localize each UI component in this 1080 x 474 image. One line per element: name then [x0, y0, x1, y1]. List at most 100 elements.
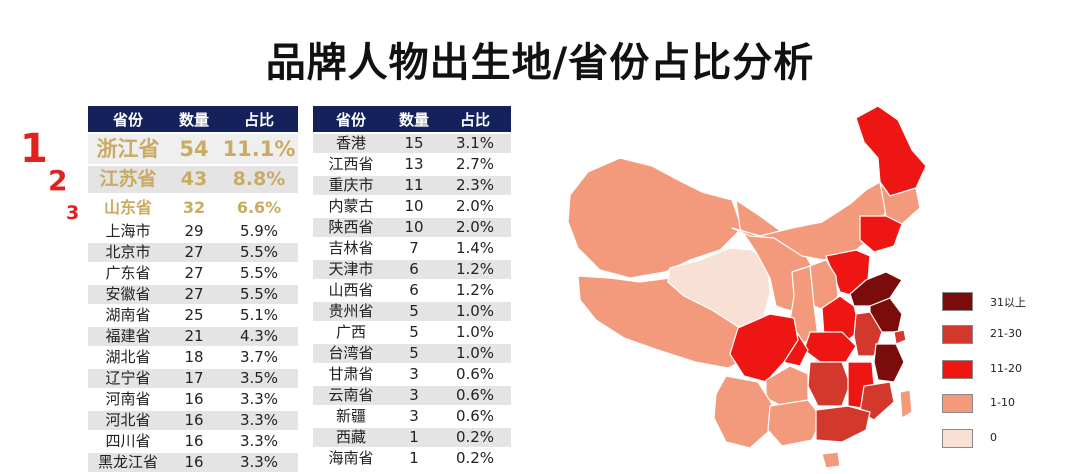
table-row: 吉林省 7 1.4% [313, 239, 511, 258]
cell-ratio: 5.5% [220, 243, 298, 262]
map-region [893, 329, 907, 345]
legend-swatch [942, 429, 973, 448]
cell-count: 27 [168, 264, 220, 283]
map-region [853, 311, 883, 357]
cell-province: 福建省 [88, 327, 168, 346]
cell-province: 辽宁省 [88, 369, 168, 388]
cell-province: 黑龙江省 [88, 453, 168, 472]
map-region [849, 271, 903, 307]
legend-label: 21-30 [990, 327, 1022, 340]
table-row: 湖南省 25 5.1% [88, 306, 298, 325]
table-row: 河北省 16 3.3% [88, 411, 298, 430]
map-region [567, 157, 743, 279]
cell-province: 广东省 [88, 264, 168, 283]
china-province-heatmap [567, 105, 927, 469]
table-row: 福建省 21 4.3% [88, 327, 298, 346]
cell-ratio: 2.0% [439, 197, 511, 216]
cell-count: 5 [389, 302, 439, 321]
table-row: 山东省 32 6.6% [88, 195, 298, 220]
table-header-row: 省份 数量 占比 [88, 106, 298, 132]
header-ratio: 占比 [220, 106, 298, 132]
cell-count: 3 [389, 407, 439, 426]
map-region [807, 361, 851, 407]
cell-ratio: 8.8% [220, 166, 298, 193]
cell-province: 广西 [313, 323, 389, 342]
legend-swatch [942, 325, 973, 344]
cell-province: 台湾省 [313, 344, 389, 363]
cell-province: 香港 [313, 134, 389, 153]
cell-ratio: 0.6% [439, 386, 511, 405]
cell-province: 湖北省 [88, 348, 168, 367]
cell-province: 河南省 [88, 390, 168, 409]
cell-province: 江西省 [313, 155, 389, 174]
cell-count: 16 [168, 432, 220, 451]
table-row: 贵州省 5 1.0% [313, 302, 511, 321]
cell-count: 6 [389, 260, 439, 279]
cell-province: 陕西省 [313, 218, 389, 237]
cell-province: 山西省 [313, 281, 389, 300]
table-row: 广西 5 1.0% [313, 323, 511, 342]
cell-count: 10 [389, 197, 439, 216]
cell-ratio: 0.2% [439, 449, 511, 468]
cell-count: 3 [389, 365, 439, 384]
table-row: 广东省 27 5.5% [88, 264, 298, 283]
map-region [815, 405, 871, 443]
header-province: 省份 [88, 106, 168, 132]
table-row: 湖北省 18 3.7% [88, 348, 298, 367]
legend-item: 1-10 [942, 394, 1072, 418]
cell-count: 1 [389, 428, 439, 447]
table-row: 天津市 6 1.2% [313, 260, 511, 279]
cell-province: 甘肃省 [313, 365, 389, 384]
cell-count: 27 [168, 285, 220, 304]
header-ratio: 占比 [439, 106, 511, 132]
cell-ratio: 3.3% [220, 432, 298, 451]
cell-province: 四川省 [88, 432, 168, 451]
table-row: 山西省 6 1.2% [313, 281, 511, 300]
cell-count: 27 [168, 243, 220, 262]
cell-province: 河北省 [88, 411, 168, 430]
cell-ratio: 1.0% [439, 302, 511, 321]
header-count: 数量 [168, 106, 220, 132]
cell-ratio: 3.1% [439, 134, 511, 153]
table-row: 浙江省 54 11.1% [88, 134, 298, 164]
rank-1-marker: 1 [20, 126, 48, 172]
cell-ratio: 5.5% [220, 285, 298, 304]
cell-count: 16 [168, 411, 220, 430]
table-row: 西藏 1 0.2% [313, 428, 511, 447]
cell-ratio: 5.5% [220, 264, 298, 283]
province-table-left: 省份 数量 占比 浙江省 54 11.1% 江苏省 43 8.8% 山东省 32 6.6% 上海市… [88, 104, 298, 474]
cell-count: 25 [168, 306, 220, 325]
table-row: 黑龙江省 16 3.3% [88, 453, 298, 472]
table-row: 辽宁省 17 3.5% [88, 369, 298, 388]
legend-swatch [942, 394, 973, 413]
table-row: 北京市 27 5.5% [88, 243, 298, 262]
cell-province: 贵州省 [313, 302, 389, 321]
legend-item: 0 [942, 429, 1072, 453]
cell-ratio: 1.2% [439, 260, 511, 279]
cell-province: 上海市 [88, 222, 168, 241]
table-row: 内蒙古 10 2.0% [313, 197, 511, 216]
cell-count: 15 [389, 134, 439, 153]
legend-item: 11-20 [942, 360, 1072, 384]
legend-item: 21-30 [942, 325, 1072, 349]
table-row: 江苏省 43 8.8% [88, 166, 298, 193]
legend-item: 31以上 [942, 292, 1072, 316]
cell-ratio: 4.3% [220, 327, 298, 346]
cell-ratio: 2.0% [439, 218, 511, 237]
cell-ratio: 6.6% [220, 195, 298, 220]
cell-province: 内蒙古 [313, 197, 389, 216]
cell-province: 江苏省 [88, 166, 168, 193]
cell-count: 6 [389, 281, 439, 300]
legend-label: 31以上 [990, 296, 1026, 309]
cell-ratio: 1.4% [439, 239, 511, 258]
cell-ratio: 2.3% [439, 176, 511, 195]
cell-count: 1 [389, 449, 439, 468]
cell-ratio: 3.3% [220, 390, 298, 409]
header-count: 数量 [389, 106, 439, 132]
cell-ratio: 5.9% [220, 222, 298, 241]
cell-count: 5 [389, 344, 439, 363]
cell-count: 21 [168, 327, 220, 346]
cell-ratio: 1.0% [439, 344, 511, 363]
page-title: 品牌人物出生地/省份占比分析 [265, 40, 815, 86]
legend-label: 1-10 [990, 396, 1015, 409]
